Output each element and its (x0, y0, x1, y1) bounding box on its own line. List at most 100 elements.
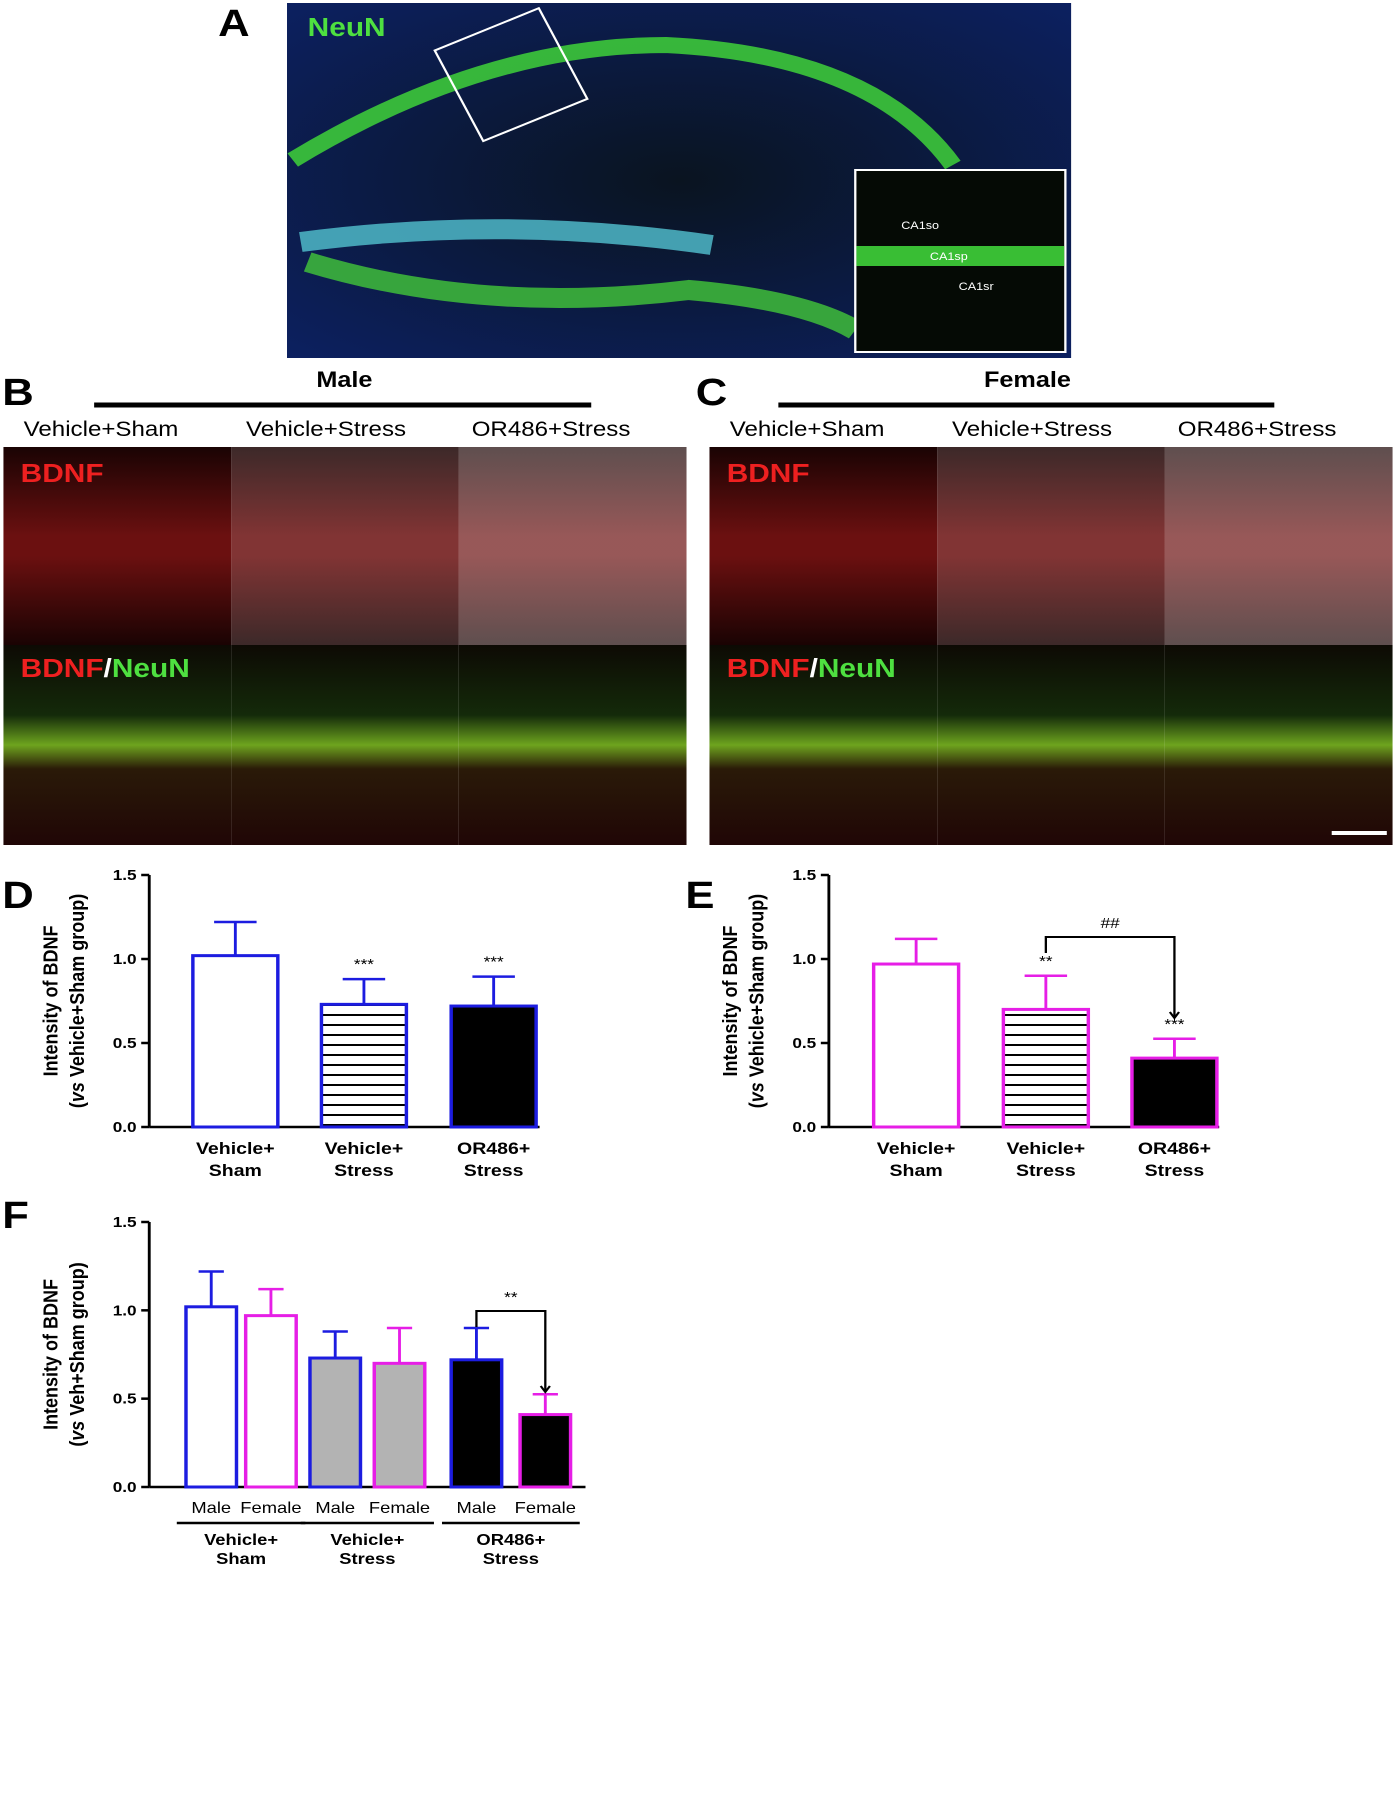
inset-band (856, 246, 1065, 266)
micrograph (937, 645, 1165, 845)
x-tick-label: Male (315, 1498, 355, 1517)
y-axis-label: (vs Vehicle+Sham group) (66, 894, 89, 1108)
group-label: OR486+Stress (472, 417, 631, 440)
x-tick-label: Stress (1016, 1160, 1076, 1180)
stain-part: NeuN (112, 654, 190, 683)
x-tick-label: Vehicle+ (1007, 1138, 1086, 1158)
group-label: Vehicle+ (204, 1530, 278, 1549)
inset-label: CA1sp (930, 250, 968, 263)
micrograph (3, 645, 232, 845)
significance: *** (1164, 1016, 1185, 1033)
stain-part: BDNF (21, 654, 104, 683)
stain-part: NeuN (818, 654, 896, 683)
stain-label: NeuN (308, 13, 386, 42)
micrograph (709, 645, 938, 845)
y-tick-label: 1.0 (113, 1302, 137, 1319)
group-label: Stress (339, 1549, 395, 1568)
bar (1001, 1007, 1091, 1129)
x-tick-label: Male (457, 1498, 497, 1517)
group-label: Vehicle+Sham (730, 417, 885, 440)
y-tick-label: 0.5 (792, 1035, 816, 1052)
stain-part: / (810, 654, 819, 683)
bar (518, 1413, 573, 1489)
panel-label: B (2, 371, 33, 414)
y-axis-label: (vs Vehicle+Sham group) (745, 894, 768, 1108)
x-tick-label: Vehicle+ (877, 1138, 956, 1158)
y-axis-label: Intensity of BDNF (719, 925, 742, 1076)
significance: *** (354, 956, 375, 973)
stain-label: BDNF (21, 459, 104, 488)
significance: ** (1039, 953, 1053, 970)
x-tick-label: Vehicle+ (325, 1138, 404, 1158)
x-tick-label: Sham (209, 1160, 262, 1180)
label-part: Vehicle+Sham group) (66, 894, 89, 1082)
x-tick-label: OR486+ (457, 1138, 530, 1158)
micrograph (1164, 645, 1393, 845)
stain-label: BDNF/NeuN (21, 654, 190, 683)
bar (184, 1305, 239, 1489)
sex-label: Male (316, 368, 372, 392)
bracket (1044, 936, 1176, 1018)
bar (191, 954, 280, 1129)
bar (1130, 1056, 1219, 1129)
significance: *** (484, 954, 505, 971)
bar (449, 1004, 538, 1129)
bracket-arrow (539, 1385, 551, 1394)
y-tick-label: 0.0 (113, 1119, 137, 1136)
micrographs: Vehicle+Sham Vehicle+Stress OR486+Stress BD… (3, 417, 1393, 845)
x-tick-label: Female (240, 1498, 301, 1517)
label-part: ( (745, 1102, 768, 1109)
label-part: ( (66, 1102, 89, 1109)
cell-layer (303, 252, 862, 339)
label-part: vs (66, 1082, 89, 1102)
bracket-arrow (1168, 1011, 1180, 1020)
x-tick-label: Stress (334, 1160, 394, 1180)
y-tick-label: 1.5 (792, 867, 816, 884)
group-label: Stress (483, 1549, 539, 1568)
micrograph (1164, 447, 1393, 645)
micrograph (458, 645, 687, 845)
bracket (475, 1310, 547, 1392)
micrograph (231, 645, 459, 845)
panel-label: E (685, 874, 714, 917)
x-tick-label: Female (515, 1498, 576, 1517)
micrograph (3, 447, 232, 645)
y-tick-label: 1.0 (113, 951, 137, 968)
y-axis-label: Intensity of BDNF (39, 925, 62, 1076)
group-label: Vehicle+Stress (246, 417, 406, 440)
label-part: Vehicle+Sham group) (745, 894, 768, 1082)
stain-part: / (104, 654, 113, 683)
x-tick-label: Female (369, 1498, 430, 1517)
label-part: vs (66, 1420, 89, 1440)
stain-label: BDNF (727, 459, 810, 488)
inset-label: CA1sr (959, 280, 994, 293)
sex-label: Female (984, 368, 1071, 392)
bracket-label: ## (1101, 915, 1120, 932)
y-axis-label: (vs Veh+Sham group) (66, 1262, 89, 1446)
bar (319, 1002, 409, 1129)
label-part: ( (66, 1440, 89, 1447)
panel-label: F (2, 1194, 29, 1237)
x-tick-label: Sham (890, 1160, 943, 1180)
bracket-label: ** (504, 1289, 518, 1306)
panel-label: C (696, 371, 727, 414)
bar (308, 1356, 363, 1489)
group-label: Vehicle+Stress (952, 417, 1112, 440)
group-label: Sham (216, 1549, 266, 1568)
y-tick-label: 0.5 (113, 1035, 137, 1052)
bar (449, 1358, 504, 1489)
micrograph (709, 447, 938, 645)
y-tick-label: 0.0 (792, 1119, 816, 1136)
cell-layer (287, 36, 961, 170)
label-part: Veh+Sham group) (66, 1262, 89, 1420)
stain-label: BDNF/NeuN (727, 654, 896, 683)
roi-box (433, 6, 589, 143)
stain-part: BDNF (727, 654, 810, 683)
bar (871, 962, 961, 1129)
y-tick-label: 0.5 (113, 1391, 137, 1408)
panel-label: A (218, 2, 249, 45)
group-label: Vehicle+Sham (24, 417, 179, 440)
